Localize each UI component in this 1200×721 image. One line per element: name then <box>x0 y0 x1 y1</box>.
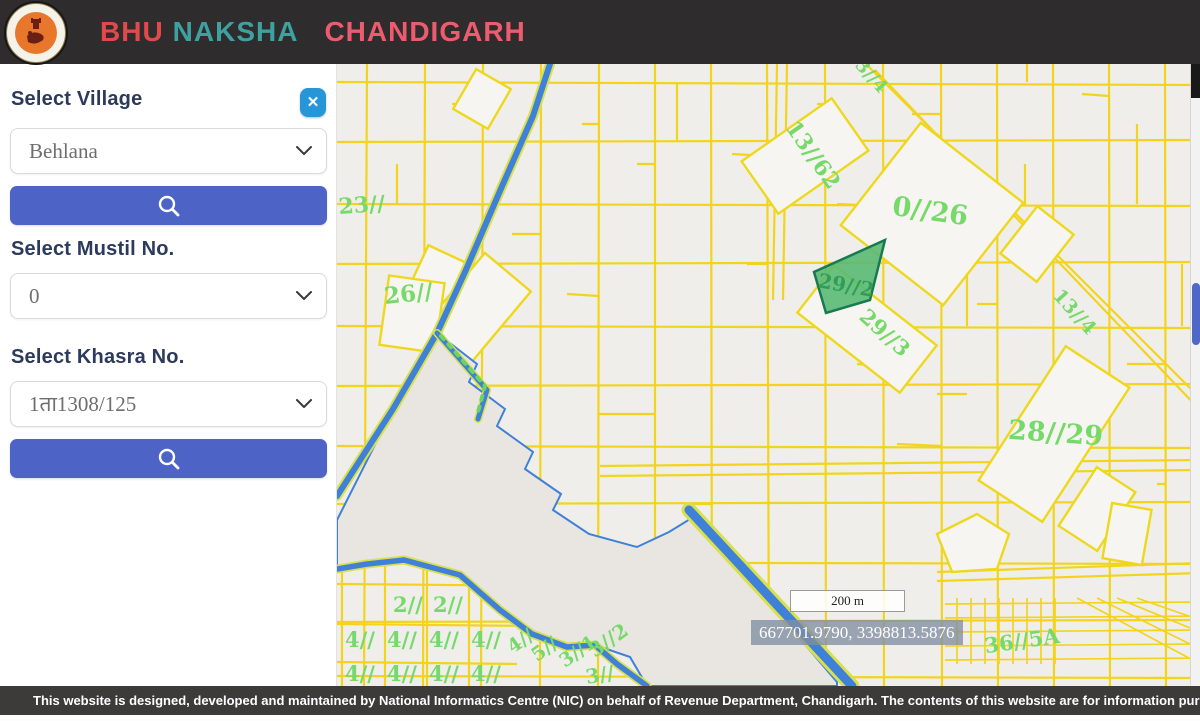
logo-emblem-icon <box>27 18 44 44</box>
map-scale-bar: 200 m <box>790 590 905 612</box>
parcel-label: 4// <box>345 661 375 686</box>
select-mustil-label: Select Mustil No. <box>11 238 175 260</box>
cadastral-map[interactable]: 23//26//13//62 0//26 29//2 29//3 28//29 13//4… <box>337 64 1200 686</box>
logo-seal <box>15 12 57 54</box>
footer-bottom-strip <box>0 715 1200 721</box>
select-village-label: Select Village <box>11 88 143 110</box>
chandigarh-administration-logo <box>6 3 66 63</box>
parcel-label: 4// <box>387 661 417 686</box>
scrollbar-top-cap <box>1191 64 1200 98</box>
parcel-label: 3// <box>584 660 617 686</box>
search-icon <box>158 195 179 216</box>
parcel-label: 4// <box>429 661 459 686</box>
map-coordinates-readout: 667701.9790, 3398813.5876 <box>751 620 963 645</box>
app-title-naksha: NAKSHA <box>172 16 299 47</box>
app-title: BHU NAKSHA CHANDIGARH <box>100 16 526 48</box>
parcel-label: 4// <box>471 627 501 652</box>
chevron-down-icon <box>296 291 312 300</box>
village-search-button[interactable] <box>10 186 327 225</box>
scrollbar-thumb[interactable] <box>1192 283 1200 345</box>
parcel-label: 4// <box>429 627 459 652</box>
parcel-label: 2// <box>433 592 463 617</box>
khasra-select[interactable]: 1ता1308/125 <box>10 381 327 427</box>
app-title-city: CHANDIGARH <box>324 16 526 47</box>
chevron-down-icon <box>296 399 312 408</box>
blue-roads <box>337 64 860 686</box>
village-select[interactable]: Behlana <box>10 128 327 174</box>
parcel-label: 4// <box>387 627 417 652</box>
parcel-label: 4// <box>345 627 375 652</box>
khasra-select-value: 1ता1308/125 <box>29 392 137 416</box>
parcel-label: 2// <box>393 592 423 617</box>
village-select-value: Behlana <box>29 138 98 163</box>
close-panel-button[interactable]: ✕ <box>300 88 326 117</box>
parcel-label: 23// <box>338 191 387 220</box>
select-khasra-label: Select Khasra No. <box>11 346 185 368</box>
header: BHU NAKSHA CHANDIGARH <box>0 0 1200 64</box>
map-canvas: 23//26//13//620//2629//229//328//2913//4… <box>337 64 1200 686</box>
selected-parcel-29-2[interactable] <box>812 237 887 315</box>
search-icon <box>158 448 179 469</box>
app-title-bhu: BHU <box>100 16 164 47</box>
mustil-select[interactable]: 0 <box>10 273 327 319</box>
chevron-down-icon <box>296 146 312 155</box>
parcel-label: 26// <box>383 278 435 310</box>
footer-disclaimer: This website is designed, developed and … <box>0 686 1200 715</box>
search-panel: Select Village ✕ Behlana Select Mustil N… <box>0 64 337 686</box>
page-scrollbar[interactable] <box>1190 64 1200 686</box>
mustil-select-value: 0 <box>29 283 40 308</box>
parcel-label: 28//29 <box>1007 415 1104 453</box>
khasra-search-button[interactable] <box>10 439 327 478</box>
parcel-label: 4// <box>471 661 501 686</box>
